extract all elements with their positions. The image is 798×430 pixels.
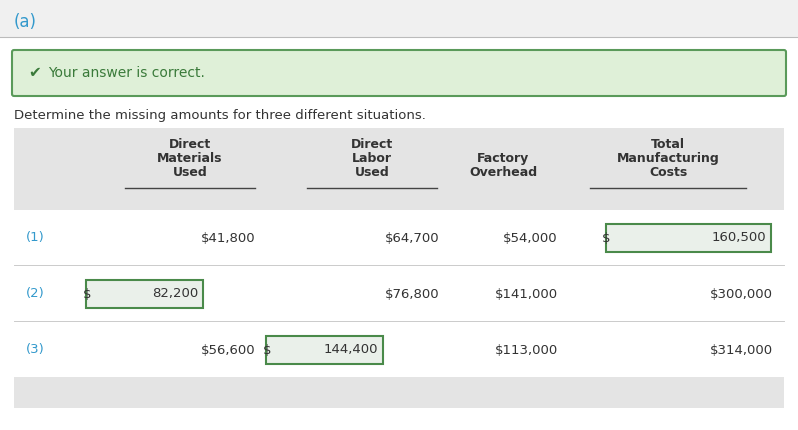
Text: 82,200: 82,200 [152, 288, 198, 301]
FancyBboxPatch shape [266, 336, 383, 364]
Text: (1): (1) [26, 231, 45, 245]
Text: Materials: Materials [157, 152, 223, 165]
Text: Direct: Direct [351, 138, 393, 151]
FancyBboxPatch shape [86, 280, 203, 308]
FancyBboxPatch shape [12, 50, 786, 96]
Text: $41,800: $41,800 [200, 231, 255, 245]
FancyBboxPatch shape [606, 224, 771, 252]
Text: $56,600: $56,600 [200, 344, 255, 356]
Bar [14, 322, 784, 377]
Text: $113,000: $113,000 [495, 344, 558, 356]
Text: Overhead: Overhead [469, 166, 537, 179]
Text: Direct: Direct [169, 138, 211, 151]
Bar [14, 128, 784, 408]
Text: $76,800: $76,800 [385, 288, 440, 301]
Text: Factory: Factory [477, 152, 529, 165]
Text: 160,500: 160,500 [711, 231, 766, 245]
Text: $54,000: $54,000 [504, 231, 558, 245]
Text: Labor: Labor [352, 152, 392, 165]
Text: Manufacturing: Manufacturing [617, 152, 719, 165]
Text: $141,000: $141,000 [495, 288, 558, 301]
Text: Costs: Costs [649, 166, 687, 179]
Bar [14, 266, 784, 321]
Text: $: $ [263, 344, 271, 356]
Text: $: $ [83, 288, 92, 301]
Text: $64,700: $64,700 [385, 231, 440, 245]
Text: Used: Used [354, 166, 389, 179]
Text: Used: Used [172, 166, 207, 179]
Text: Determine the missing amounts for three different situations.: Determine the missing amounts for three … [14, 108, 426, 122]
Text: Total: Total [651, 138, 685, 151]
Text: (a): (a) [14, 13, 37, 31]
Bar [14, 210, 784, 265]
Text: $300,000: $300,000 [710, 288, 773, 301]
Text: (3): (3) [26, 344, 45, 356]
Text: (2): (2) [26, 288, 45, 301]
Text: 144,400: 144,400 [323, 344, 378, 356]
Text: ✔: ✔ [28, 65, 41, 80]
Text: Your answer is correct.: Your answer is correct. [48, 66, 205, 80]
Text: $314,000: $314,000 [710, 344, 773, 356]
Text: $: $ [602, 231, 610, 245]
